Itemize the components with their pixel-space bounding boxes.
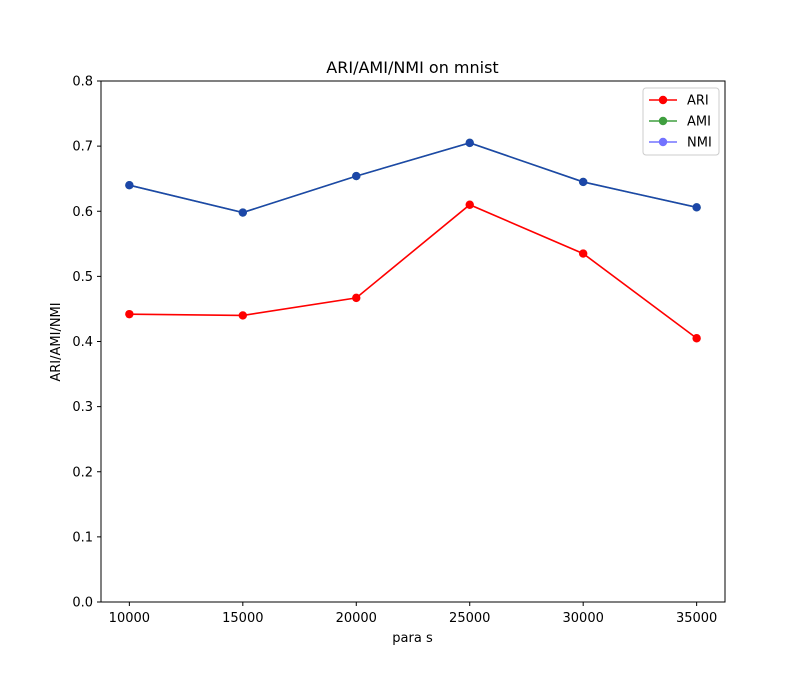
x-tick-label: 25000: [449, 611, 490, 626]
plot-area: [125, 138, 701, 343]
y-tick-label: 0.0: [72, 596, 93, 611]
x-tick-label: 10000: [109, 611, 150, 626]
legend-marker-nmi: [649, 137, 677, 147]
x-tick-label: 15000: [222, 611, 263, 626]
series-line-ami: [129, 142, 697, 214]
legend-label-ami: AMI: [687, 115, 711, 130]
series-line-nmi: [129, 142, 697, 214]
y-tick-label: 0.3: [72, 400, 93, 415]
legend-marker-ari: [649, 95, 677, 105]
y-tick-label: 0.6: [72, 205, 93, 220]
data-point-ari: [125, 309, 134, 319]
data-point-ari: [352, 293, 361, 303]
chart-title: ARI/AMI/NMI on mnist: [326, 58, 498, 77]
data-point-nmi: [692, 203, 701, 212]
series-line-ari: [129, 203, 698, 339]
data-point-ari: [692, 334, 701, 343]
data-point-nmi: [238, 208, 248, 217]
y-tick-label: 0.4: [72, 335, 93, 350]
x-axis: 10000 15000 20000 25000 30000 35000: [109, 602, 717, 626]
data-point-ari: [465, 200, 474, 209]
data-point-ari: [238, 311, 248, 320]
data-point-nmi: [465, 138, 474, 148]
plot-frame: [100, 80, 726, 603]
series-ari: [125, 200, 701, 343]
data-point-nmi: [125, 181, 134, 190]
y-axis: 0.0 0.1 0.2 0.3 0.4 0.5 0.6 0.7 0.8: [72, 75, 101, 611]
x-tick-label: 20000: [336, 611, 377, 626]
x-tick-label: 30000: [563, 611, 604, 626]
data-point-ari: [578, 249, 588, 258]
legend-marker-ami: [649, 116, 677, 126]
data-point-nmi: [578, 177, 588, 187]
x-tick-label: 35000: [676, 611, 717, 626]
legend: ARI AMI NMI: [642, 87, 720, 156]
y-tick-label: 0.7: [72, 140, 93, 155]
y-tick-label: 0.2: [72, 465, 93, 480]
series-nmi: [125, 138, 701, 217]
legend-label-ari: ARI: [687, 94, 709, 109]
y-tick-label: 0.1: [72, 530, 93, 545]
y-tick-label: 0.8: [72, 75, 93, 90]
y-axis-label: ARI/AMI/NMI: [49, 302, 64, 381]
data-point-nmi: [352, 171, 361, 181]
y-tick-label: 0.5: [72, 270, 93, 285]
x-axis-label: para s: [392, 631, 433, 646]
legend-label-nmi: NMI: [687, 136, 712, 151]
